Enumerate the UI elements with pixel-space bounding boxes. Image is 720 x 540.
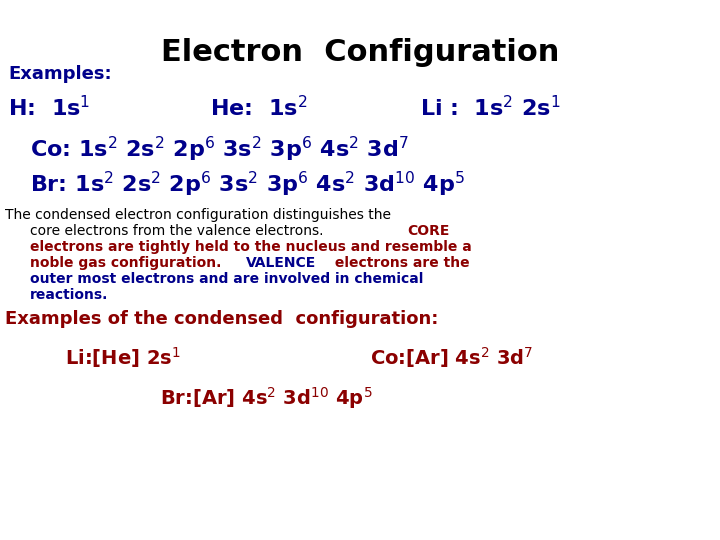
Text: Br:[Ar] 4s$^2$ 3d$^{10}$ 4p$^5$: Br:[Ar] 4s$^2$ 3d$^{10}$ 4p$^5$: [160, 385, 373, 411]
Text: electrons are tightly held to the nucleus and resemble a: electrons are tightly held to the nucleu…: [30, 240, 472, 254]
Text: CORE: CORE: [407, 224, 449, 238]
Text: noble gas configuration.: noble gas configuration.: [30, 256, 231, 270]
Text: Electron  Configuration: Electron Configuration: [161, 38, 559, 67]
Text: Co:[Ar] 4s$^2$ 3d$^7$: Co:[Ar] 4s$^2$ 3d$^7$: [370, 345, 534, 370]
Text: reactions.: reactions.: [30, 288, 109, 302]
Text: H:  1s$^1$: H: 1s$^1$: [8, 95, 90, 120]
Text: core electrons from the valence electrons.: core electrons from the valence electron…: [30, 224, 332, 238]
Text: electrons are the: electrons are the: [330, 256, 469, 270]
Text: Li :  1s$^2$ 2s$^1$: Li : 1s$^2$ 2s$^1$: [420, 95, 560, 120]
Text: Examples:: Examples:: [8, 65, 112, 83]
Text: Li:[He] 2s$^1$: Li:[He] 2s$^1$: [65, 345, 181, 370]
Text: Br: 1s$^2$ 2s$^2$ 2p$^6$ 3s$^2$ 3p$^6$ 4s$^2$ 3d$^{10}$ 4p$^5$: Br: 1s$^2$ 2s$^2$ 2p$^6$ 3s$^2$ 3p$^6$ 4…: [30, 170, 465, 199]
Text: He:  1s$^2$: He: 1s$^2$: [210, 95, 307, 120]
Text: The condensed electron configuration distinguishes the: The condensed electron configuration dis…: [5, 208, 391, 222]
Text: outer most electrons and are involved in chemical: outer most electrons and are involved in…: [30, 272, 423, 286]
Text: Co: 1s$^2$ 2s$^2$ 2p$^6$ 3s$^2$ 3p$^6$ 4s$^2$ 3d$^7$: Co: 1s$^2$ 2s$^2$ 2p$^6$ 3s$^2$ 3p$^6$ 4…: [30, 135, 409, 164]
Text: Examples of the condensed  configuration:: Examples of the condensed configuration:: [5, 310, 438, 328]
Text: VALENCE: VALENCE: [246, 256, 316, 270]
